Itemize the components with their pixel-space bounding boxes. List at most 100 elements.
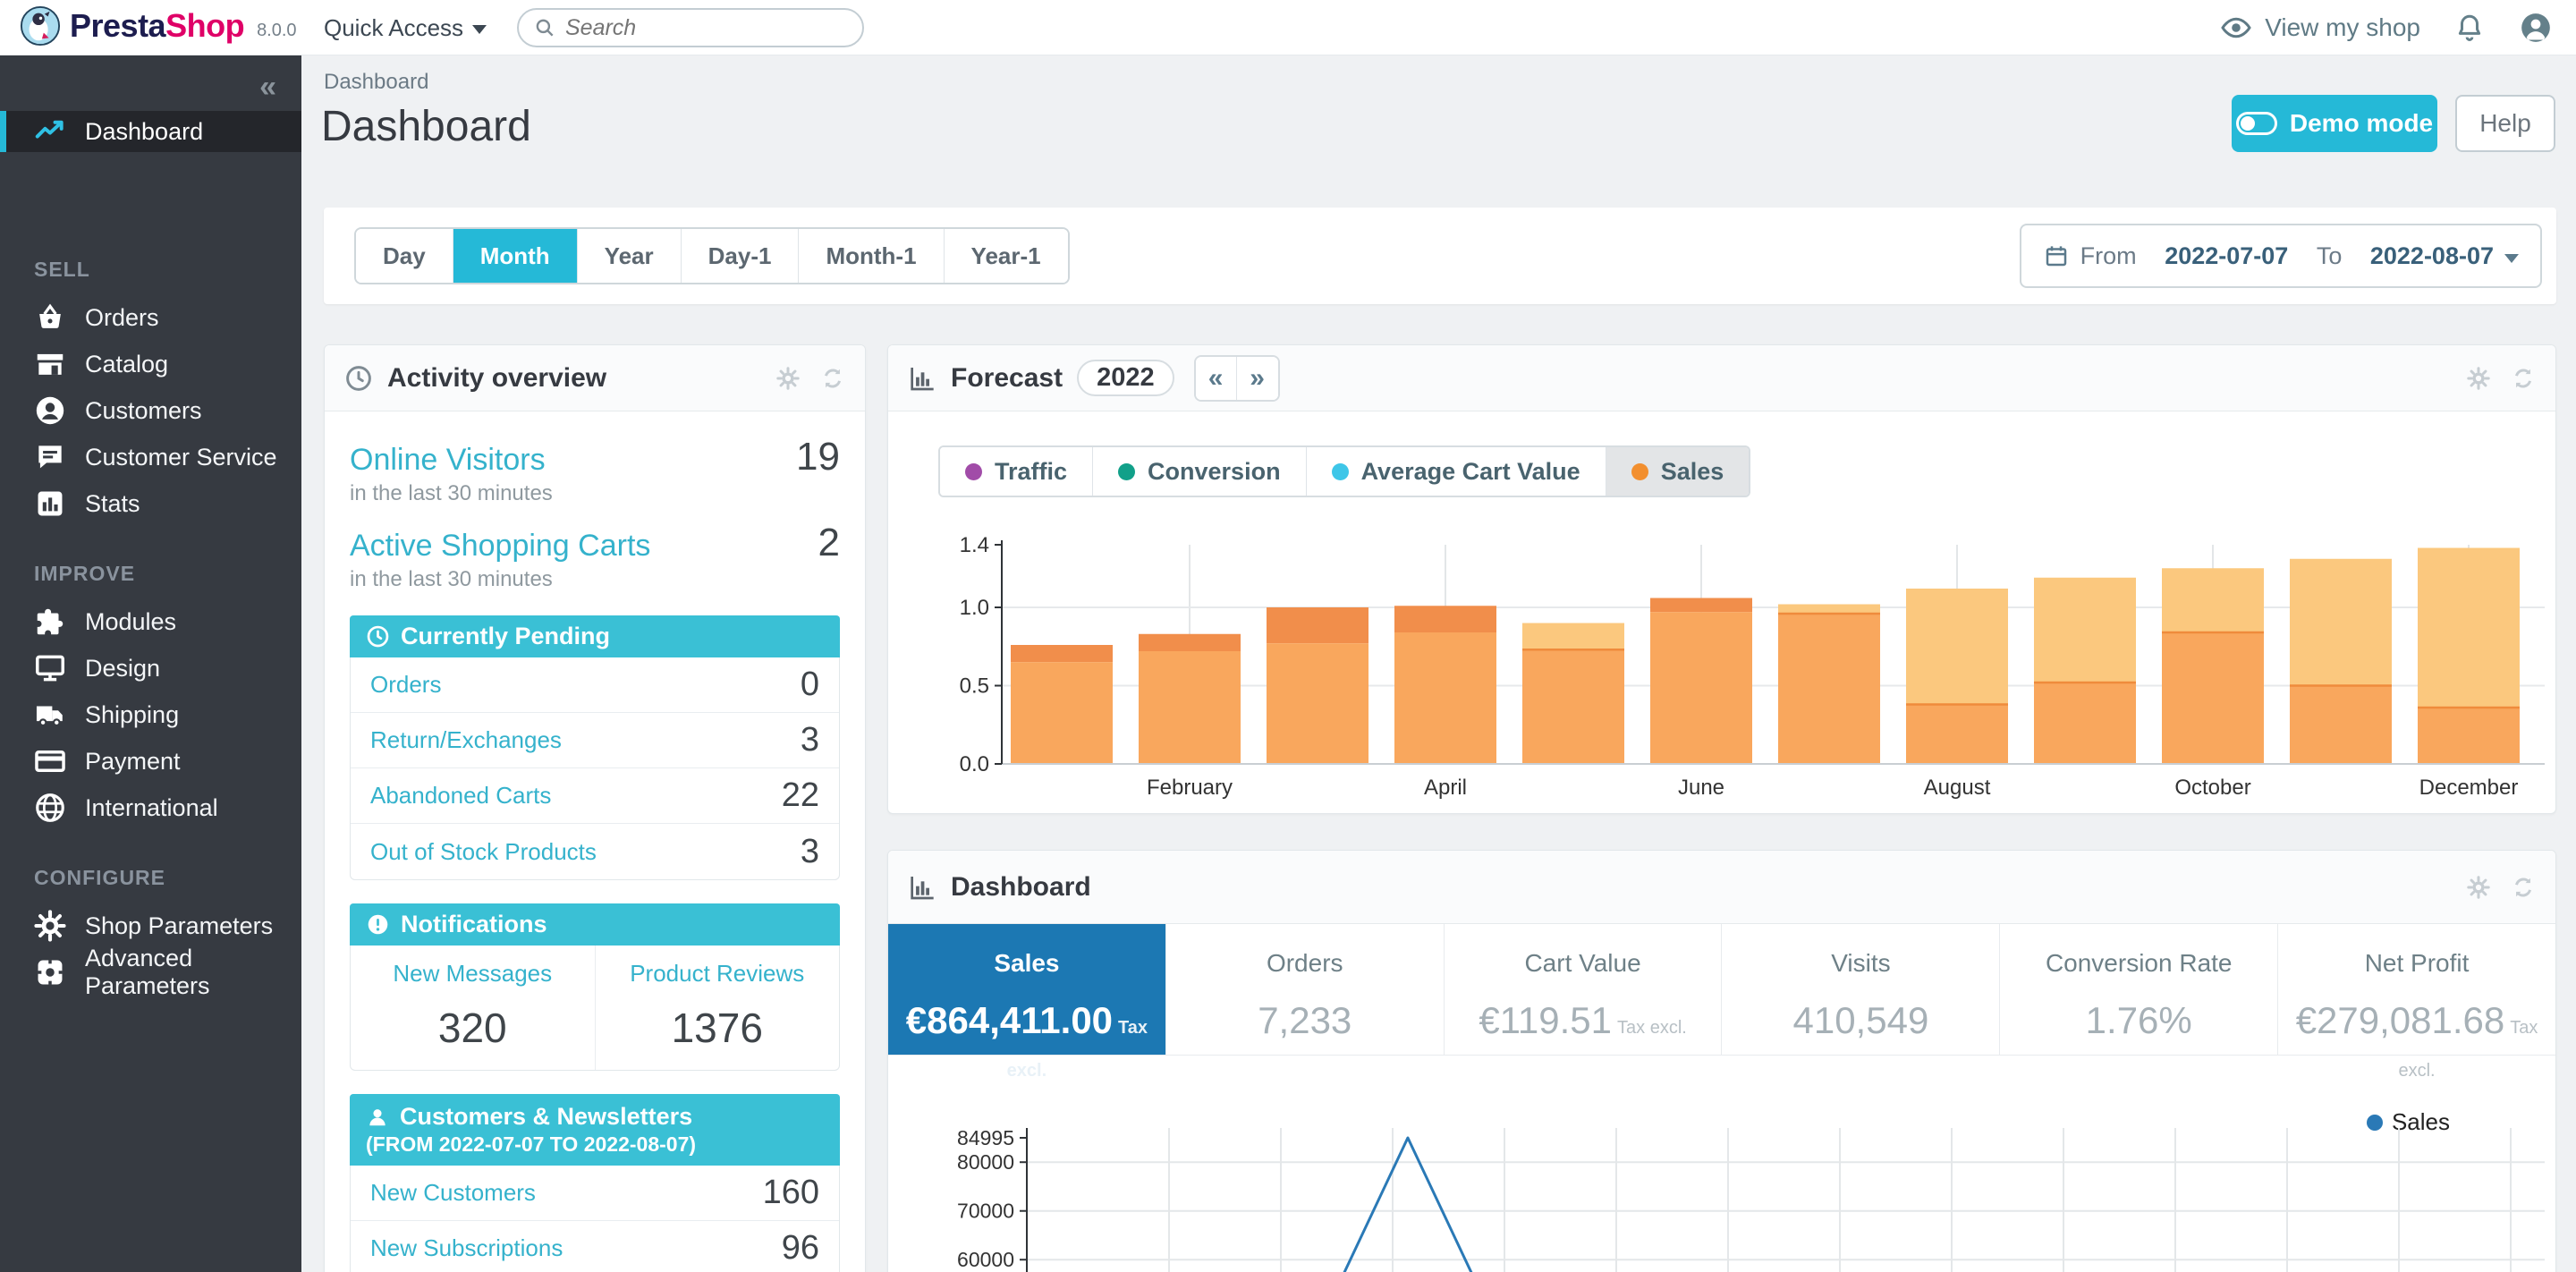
gear-icon[interactable]: [775, 366, 801, 391]
sidebar-item-customers[interactable]: Customers: [0, 388, 301, 433]
sidebar-item-advanced-parameters[interactable]: Advanced Parameters: [0, 945, 301, 999]
sidebar-item-design[interactable]: Design: [0, 646, 301, 691]
sidebar-collapse-button[interactable]: «: [259, 70, 276, 104]
breadcrumb[interactable]: Dashboard: [324, 70, 429, 94]
kpi-sales[interactable]: Sales €864,411.00 Tax excl.: [888, 924, 1166, 1081]
sidebar-item-customer-service[interactable]: Customer Service: [0, 435, 301, 479]
list-item: Out of Stock Products 3: [370, 832, 819, 870]
kpi-orders[interactable]: Orders 7,233: [1165, 924, 1445, 1055]
sidebar-item-orders[interactable]: Orders: [0, 295, 301, 340]
product-reviews-cell: Product Reviews 1376: [596, 946, 840, 1070]
forecast-year-nav: « »: [1193, 354, 1280, 402]
version-label: 8.0.0: [257, 20, 297, 40]
account-menu-button[interactable]: [2519, 11, 2553, 45]
sidebar-item-dashboard[interactable]: Dashboard: [0, 111, 301, 152]
list-item: Orders 0: [351, 657, 839, 713]
sidebar-item-shipping[interactable]: Shipping: [0, 692, 301, 737]
sidebar-item-international[interactable]: International: [0, 785, 301, 830]
forecast-bar-chart: 0.0 0.5 1.0 1.4 February April June August Octob…: [960, 533, 2545, 800]
range-year-button[interactable]: Year: [577, 229, 682, 283]
view-my-shop-link[interactable]: View my shop: [2220, 12, 2420, 44]
customers-newsletters-list: New Customers 160 New Subscriptions 96 T…: [350, 1166, 840, 1272]
active-carts-value: 2: [818, 521, 840, 564]
currently-pending-list: Orders 0 Return/Exchanges 3 Abandoned Ca…: [350, 657, 840, 880]
search-input[interactable]: [565, 14, 825, 41]
refresh-icon[interactable]: [2511, 366, 2536, 391]
date-range-toolbar: Day Month Year Day-1 Month-1 Year-1 From…: [324, 208, 2556, 304]
chat-bubble-icon: [38, 445, 62, 469]
svg-text:December: December: [2419, 776, 2519, 800]
svg-text:0.5: 0.5: [960, 674, 989, 699]
tab-conversion[interactable]: Conversion: [1093, 447, 1307, 496]
active-carts-link[interactable]: Active Shopping Carts: [350, 529, 651, 563]
prestashop-logo[interactable]: PrestaShop 8.0.0: [20, 5, 297, 47]
clock-icon: [367, 625, 389, 648]
customers-date-range: (FROM 2022-07-07 TO 2022-08-07): [366, 1132, 697, 1156]
pending-orders-link[interactable]: Orders: [370, 671, 442, 698]
eye-icon: [2221, 17, 2251, 38]
activity-overview-panel: Activity overview: [324, 344, 866, 1272]
sidebar-section-sell: SELL: [34, 258, 90, 281]
gear-icon[interactable]: [2466, 875, 2491, 900]
notifications-bell-button[interactable]: [2454, 13, 2485, 43]
active-carts-row: Active Shopping Carts 2: [350, 521, 840, 565]
date-range-picker[interactable]: From 2022-07-07 To 2022-08-07: [2019, 224, 2542, 288]
tab-average-cart-value[interactable]: Average Cart Value: [1306, 447, 1606, 496]
range-day-1-button[interactable]: Day-1: [681, 229, 800, 283]
quick-access-menu[interactable]: Quick Access: [324, 0, 487, 55]
range-day-button[interactable]: Day: [356, 229, 453, 283]
tab-sales[interactable]: Sales: [1606, 447, 1750, 496]
new-subscriptions-link[interactable]: New Subscriptions: [370, 1234, 564, 1261]
range-month-button[interactable]: Month: [453, 229, 578, 283]
sidebar-item-shop-parameters[interactable]: Shop Parameters: [0, 903, 301, 948]
calendar-icon: [2046, 246, 2066, 267]
list-item: New Customers 160: [351, 1166, 839, 1221]
store-icon: [37, 353, 64, 375]
sidebar-item-modules[interactable]: Modules: [0, 599, 301, 644]
svg-text:1.4: 1.4: [960, 533, 989, 557]
forecast-panel: Forecast 2022 « »: [887, 344, 2556, 814]
truck-icon: [36, 706, 63, 727]
new-messages-link[interactable]: New Messages: [393, 960, 553, 987]
refresh-icon[interactable]: [820, 366, 845, 391]
tab-traffic[interactable]: Traffic: [940, 447, 1094, 496]
refresh-icon[interactable]: [2511, 875, 2536, 900]
cart-value-dot-icon: [1331, 462, 1349, 480]
sidebar-item-payment[interactable]: Payment: [0, 739, 301, 784]
kpi-visits[interactable]: Visits 410,549: [1722, 924, 2001, 1055]
kpi-net-profit[interactable]: Net Profit €279,081.68 Tax excl.: [2278, 924, 2555, 1081]
exclamation-circle-icon: [368, 914, 388, 935]
demo-mode-toggle-button[interactable]: Demo mode: [2232, 95, 2437, 152]
svg-text:February: February: [1147, 776, 1233, 800]
brand-wordmark: PrestaShop: [70, 7, 245, 44]
kpi-conversion-rate[interactable]: Conversion Rate 1.76%: [2000, 924, 2279, 1055]
main-content: Dashboard Dashboard Demo mode Help Day M…: [301, 55, 2576, 1272]
list-item: Abandoned Carts 22: [351, 768, 839, 824]
out-of-stock-link[interactable]: Out of Stock Products: [370, 837, 597, 865]
search-box[interactable]: [517, 8, 864, 47]
sidebar-item-stats[interactable]: Stats: [0, 481, 301, 526]
svg-text:80000: 80000: [957, 1150, 1014, 1174]
gear-icon[interactable]: [2466, 366, 2491, 391]
pending-returns-link[interactable]: Return/Exchanges: [370, 726, 562, 753]
online-visitors-link[interactable]: Online Visitors: [350, 443, 546, 477]
sidebar: « Dashboard SELL Orders Catalog: [0, 55, 301, 1272]
svg-text:1.0: 1.0: [960, 596, 989, 620]
column-chart-icon: [911, 367, 934, 390]
chevron-down-icon: [2504, 254, 2519, 263]
notifications-box: New Messages 320 Product Reviews 1376: [350, 946, 840, 1071]
abandoned-carts-link[interactable]: Abandoned Carts: [370, 782, 552, 809]
previous-year-button[interactable]: «: [1195, 356, 1237, 400]
range-button-group: Day Month Year Day-1 Month-1 Year-1: [354, 227, 1070, 284]
new-customers-link[interactable]: New Customers: [370, 1179, 536, 1206]
product-reviews-link[interactable]: Product Reviews: [630, 960, 805, 987]
help-button[interactable]: Help: [2455, 95, 2555, 152]
top-bar: PrestaShop 8.0.0 Quick Access View my sh…: [0, 0, 2576, 55]
range-year-1-button[interactable]: Year-1: [944, 229, 1068, 283]
kpi-cart-value[interactable]: Cart Value €119.51 Tax excl.: [1444, 924, 1723, 1055]
next-year-button[interactable]: »: [1236, 356, 1278, 400]
column-chart-icon: [911, 876, 934, 899]
sidebar-item-catalog[interactable]: Catalog: [0, 342, 301, 386]
range-month-1-button[interactable]: Month-1: [799, 229, 945, 283]
